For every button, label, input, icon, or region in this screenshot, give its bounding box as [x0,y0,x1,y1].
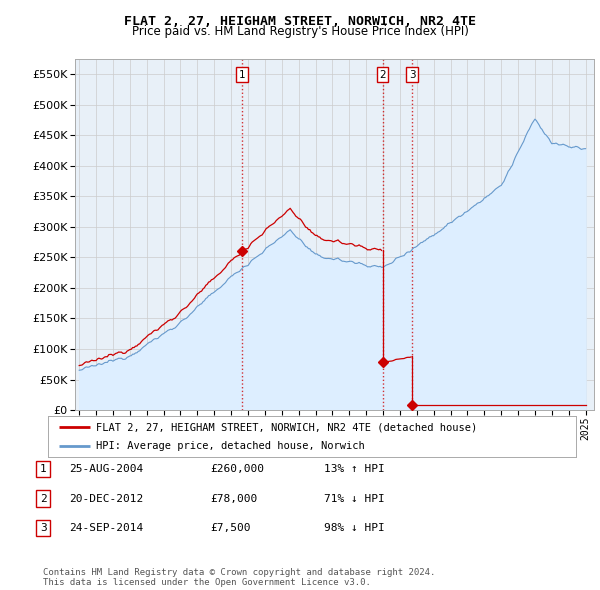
Text: 2: 2 [379,70,386,80]
Text: FLAT 2, 27, HEIGHAM STREET, NORWICH, NR2 4TE (detached house): FLAT 2, 27, HEIGHAM STREET, NORWICH, NR2… [95,422,477,432]
Text: 71% ↓ HPI: 71% ↓ HPI [324,494,385,503]
Text: £260,000: £260,000 [210,464,264,474]
Text: Contains HM Land Registry data © Crown copyright and database right 2024.
This d: Contains HM Land Registry data © Crown c… [43,568,436,587]
Text: 13% ↑ HPI: 13% ↑ HPI [324,464,385,474]
Text: 24-SEP-2014: 24-SEP-2014 [69,523,143,533]
Text: 25-AUG-2004: 25-AUG-2004 [69,464,143,474]
Text: 1: 1 [239,70,245,80]
Text: FLAT 2, 27, HEIGHAM STREET, NORWICH, NR2 4TE: FLAT 2, 27, HEIGHAM STREET, NORWICH, NR2… [124,15,476,28]
Text: 1: 1 [40,464,47,474]
Text: 2: 2 [40,494,47,503]
Text: £7,500: £7,500 [210,523,251,533]
Text: £78,000: £78,000 [210,494,257,503]
Text: 98% ↓ HPI: 98% ↓ HPI [324,523,385,533]
Text: Price paid vs. HM Land Registry's House Price Index (HPI): Price paid vs. HM Land Registry's House … [131,25,469,38]
Text: 3: 3 [409,70,416,80]
Text: 3: 3 [40,523,47,533]
Text: HPI: Average price, detached house, Norwich: HPI: Average price, detached house, Norw… [95,441,364,451]
Text: 20-DEC-2012: 20-DEC-2012 [69,494,143,503]
